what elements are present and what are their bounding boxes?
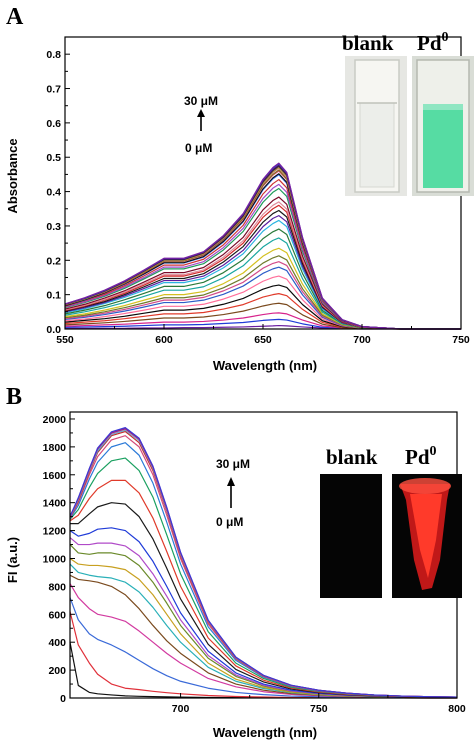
absorbance-y-tick-label-5: 0.5 — [46, 152, 61, 164]
absorbance-series-line-5 — [64, 284, 461, 330]
absorbance-x-tick-label-0: 550 — [56, 334, 74, 346]
absorbance-y-tick-label-2: 0.2 — [46, 255, 61, 267]
fluorescence-chart: 700 750 800 0 200 400 600 800 1000 1200 1400 1600 18… — [5, 411, 466, 740]
fluorescence-series-line-2 — [69, 597, 458, 699]
fluorescence-axes: 700 750 800 0 200 400 600 800 1000 1200 1400 1600 18… — [43, 411, 466, 715]
fluorescence-inset-pd-label: Pd0 — [405, 444, 437, 469]
absorbance-x-tick-label-4: 750 — [452, 334, 470, 346]
fluorescence-x-tick-label-0: 700 — [172, 703, 190, 715]
absorbance-series-line-14 — [64, 215, 461, 330]
absorbance-series-line-10 — [64, 247, 461, 330]
absorbance-inset-pd-text: Pd — [417, 31, 442, 55]
fluorescence-y-tick-label-7: 1400 — [43, 498, 67, 510]
absorbance-y-tick-label-0: 0.0 — [46, 324, 61, 336]
fluorescence-x-tick-label-1: 750 — [310, 703, 328, 715]
pd-tube-photo — [392, 474, 462, 598]
fluorescence-y-axis-label: FI (a.u.) — [5, 537, 20, 583]
absorbance-top-concentration: 30 μM — [184, 94, 218, 108]
fluorescence-series-line-20 — [69, 427, 458, 698]
absorbance-x-tick-label-3: 700 — [353, 334, 371, 346]
fluorescence-x-axis-label: Wavelength (nm) — [213, 725, 317, 740]
absorbance-y-tick-label-3: 0.3 — [46, 221, 61, 233]
absorbance-series-group — [64, 162, 461, 330]
absorbance-inset-pd-label: Pd0 — [417, 30, 449, 55]
fluorescence-y-tick-label-5: 1000 — [43, 553, 67, 565]
absorbance-series-line-7 — [64, 266, 461, 330]
absorbance-y-tick-label-8: 0.8 — [46, 49, 61, 61]
fluorescence-arrow-icon — [227, 477, 235, 508]
absorbance-inset-blank-label: blank — [342, 31, 394, 55]
blank-tube-photo — [320, 474, 382, 598]
absorbance-y-tick-label-6: 0.6 — [46, 118, 61, 130]
absorbance-x-axis-label: Wavelength (nm) — [213, 358, 317, 373]
absorbance-chart: 550 600 650 700 750 0.0 0.1 0.2 0.3 0.4 0.5 0.6 0.7 0… — [5, 30, 474, 373]
fluorescence-bottom-concentration: 0 μM — [216, 515, 243, 529]
fluorescence-y-tick-label-0: 0 — [60, 693, 66, 705]
fluorescence-y-tick-label-1: 200 — [48, 665, 66, 677]
fluorescence-inset-pd-text: Pd — [405, 445, 430, 469]
absorbance-y-tick-label-4: 0.4 — [46, 187, 61, 199]
blank-cuvette-photo — [345, 56, 407, 196]
fluorescence-y-tick-label-8: 1600 — [43, 470, 67, 482]
fluorescence-y-tick-label-3: 600 — [48, 609, 66, 621]
fluorescence-y-tick-label-2: 400 — [48, 637, 66, 649]
panel-letter-b: B — [6, 384, 22, 410]
absorbance-x-tick-label-1: 600 — [155, 334, 173, 346]
absorbance-series-line-3 — [64, 302, 461, 330]
fluorescence-top-concentration: 30 μM — [216, 457, 250, 471]
pd-cuvette-photo — [412, 56, 474, 196]
fluorescence-y-tick-label-4: 800 — [48, 581, 66, 593]
absorbance-y-tick-label-7: 0.7 — [46, 84, 61, 96]
absorbance-series-line-31 — [64, 162, 461, 330]
absorbance-y-tick-label-1: 0.1 — [46, 290, 61, 302]
absorbance-bottom-concentration: 0 μM — [185, 141, 212, 155]
absorbance-y-axis-label: Absorbance — [5, 138, 20, 213]
absorbance-x-tick-label-2: 650 — [254, 334, 272, 346]
fluorescence-x-tick-label-2: 800 — [448, 703, 466, 715]
fluorescence-y-tick-label-10: 2000 — [43, 414, 67, 426]
absorbance-series-line-13 — [64, 219, 461, 330]
fluorescence-inset-blank-label: blank — [326, 445, 378, 469]
fluorescence-inset-pd-superscript: 0 — [430, 444, 437, 459]
absorbance-series-line-16 — [64, 204, 461, 330]
absorbance-inset-pd-superscript: 0 — [442, 30, 449, 45]
fluorescence-series-group — [69, 427, 458, 699]
absorbance-arrow-icon — [197, 109, 205, 131]
fluorescence-y-tick-label-6: 1200 — [43, 526, 67, 538]
panel-letter-a: A — [6, 4, 24, 30]
fluorescence-y-tick-label-9: 1800 — [43, 442, 67, 454]
